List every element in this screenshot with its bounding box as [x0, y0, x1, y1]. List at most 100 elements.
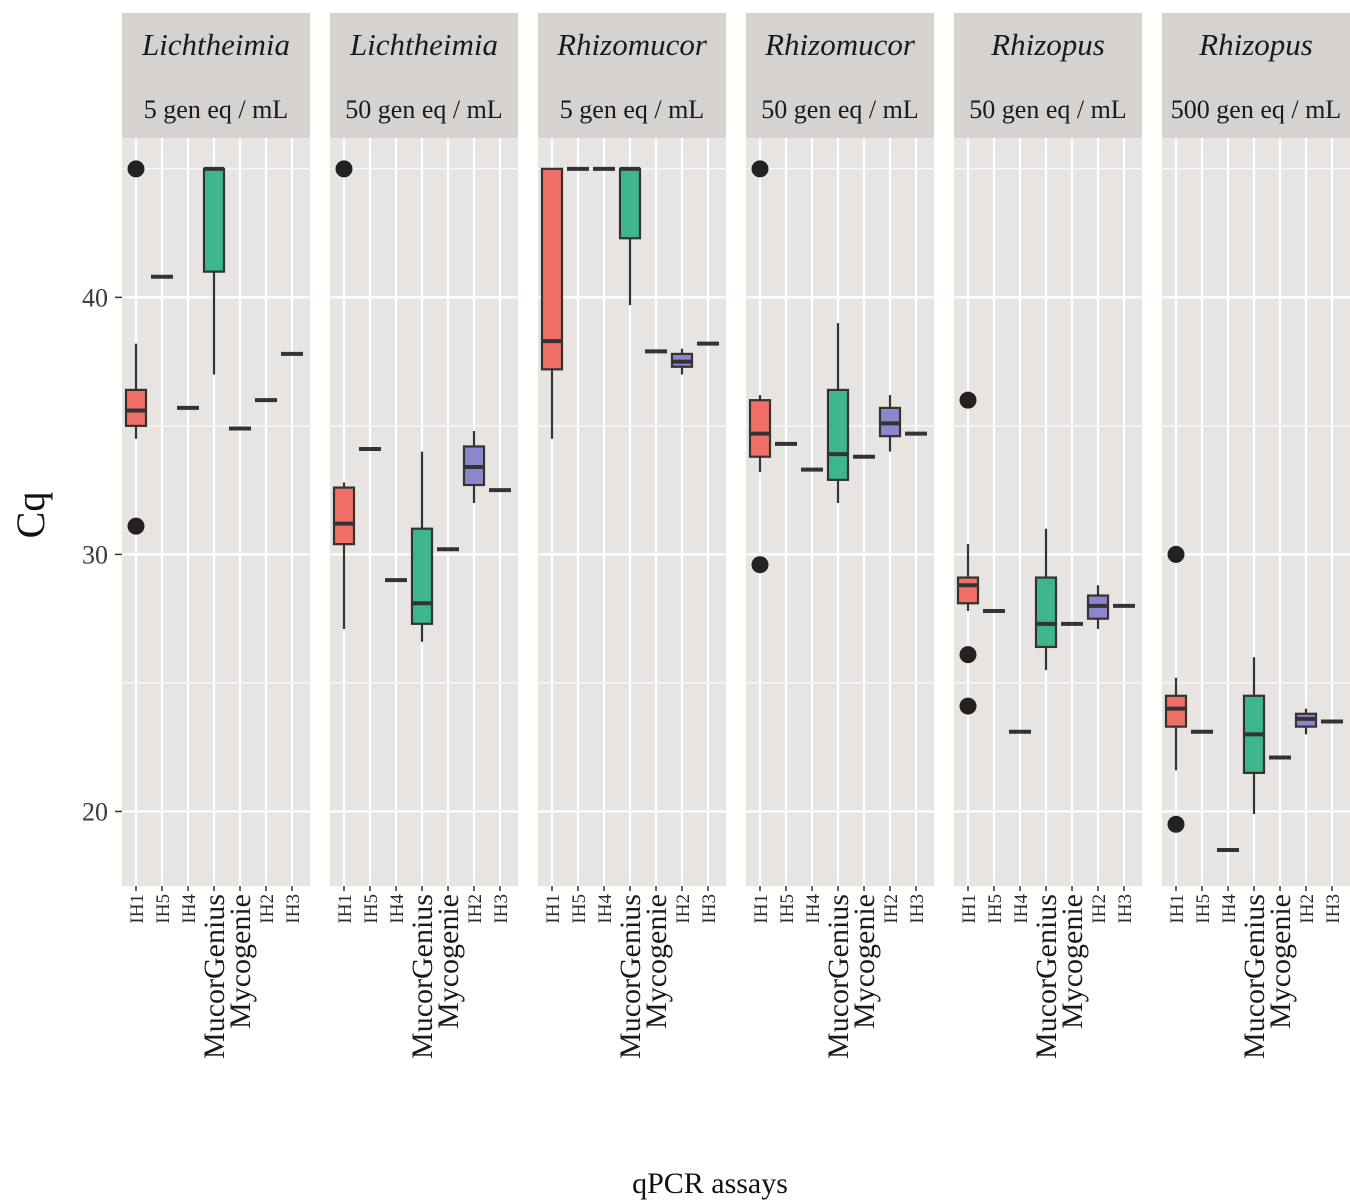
- x-tick-label: IH4: [179, 894, 200, 924]
- facet-panel: Rhizopus 50 gen eq / mL IH1 IH5 IH4MucorGeni…: [954, 13, 1142, 1059]
- x-tick-label: IH3: [907, 894, 928, 924]
- box-body: [1164, 694, 1188, 728]
- box-body: [410, 527, 434, 625]
- facet-panel: Rhizomucor 50 gen eq / mL IH1 IH5 IH4MucorGe…: [746, 13, 934, 1059]
- facet-panel: Lichtheimia 50 gen eq / mL IH1 IH5 IH4MucorG…: [330, 13, 518, 1059]
- x-tick-label: IH1: [751, 894, 772, 924]
- box-mucorgenius: [826, 323, 850, 504]
- x-tick-label: IH2: [673, 894, 694, 924]
- x-tick-label: IH3: [699, 894, 720, 924]
- facet-panel: Lichtheimia 5 gen eq / mL IH1 IH5 IH4MucorGe…: [122, 13, 310, 1059]
- x-tick-label: Mycogenie: [640, 894, 673, 1029]
- box-ih2: [1294, 708, 1318, 735]
- x-tick-label: IH1: [959, 894, 980, 924]
- x-tick-label: IH5: [777, 894, 798, 924]
- facet-strip: [330, 13, 518, 138]
- x-tick-label: IH3: [283, 894, 304, 924]
- y-axis-title: Cq: [8, 492, 53, 539]
- x-tick-label: IH4: [595, 894, 616, 924]
- x-tick-label: IH5: [985, 894, 1006, 924]
- x-tick-label: IH5: [361, 894, 382, 924]
- outlier-point: [959, 646, 977, 664]
- box-ih2: [670, 348, 694, 375]
- facet-strip: [122, 13, 310, 138]
- outlier-point: [959, 391, 977, 409]
- box-mucorgenius: [410, 451, 434, 642]
- x-tick-label: Mycogenie: [224, 894, 257, 1029]
- facet-subtitle: 5 gen eq / mL: [144, 95, 288, 124]
- x-tick-label: IH1: [543, 894, 564, 924]
- y-tick-label: 30: [82, 540, 108, 569]
- x-tick-label: Mycogenie: [1056, 894, 1089, 1029]
- facet-subtitle: 500 gen eq / mL: [1171, 95, 1341, 124]
- x-tick-label: IH3: [491, 894, 512, 924]
- box-ih2: [1086, 585, 1110, 629]
- box-ih1: [332, 160, 356, 629]
- facet-title: Rhizopus: [990, 27, 1105, 62]
- box-body: [332, 486, 356, 546]
- x-tick-label: MucorGenius: [1030, 894, 1063, 1059]
- x-tick-label: IH5: [1193, 894, 1214, 924]
- x-tick-label: IH4: [803, 894, 824, 924]
- box-ih2: [462, 431, 486, 504]
- panel-background: [746, 138, 934, 886]
- facet-panel: Rhizopus 500 gen eq / mL IH1 IH5 IH4MucorGen…: [1162, 13, 1350, 1059]
- x-tick-label: IH5: [153, 894, 174, 924]
- x-tick-label: IH2: [881, 894, 902, 924]
- facet-subtitle: 50 gen eq / mL: [761, 95, 918, 124]
- x-tick-label: MucorGenius: [198, 894, 231, 1059]
- box-ih1: [748, 160, 772, 574]
- x-tick-label: IH2: [1297, 894, 1318, 924]
- box-ih2: [878, 395, 902, 452]
- y-tick-label: 20: [82, 797, 108, 826]
- x-tick-label: IH1: [127, 894, 148, 924]
- outlier-point: [751, 160, 769, 178]
- x-tick-label: Mycogenie: [432, 894, 465, 1029]
- outlier-point: [127, 160, 145, 178]
- box-ih1: [124, 160, 148, 535]
- facet-strip: [954, 13, 1142, 138]
- outlier-point: [1167, 815, 1185, 833]
- box-body: [826, 388, 850, 481]
- panel-background: [330, 138, 518, 886]
- box-ih1: [540, 167, 564, 439]
- x-tick-label: IH3: [1115, 894, 1136, 924]
- x-tick-label: IH4: [1011, 894, 1032, 924]
- box-ih1: [956, 391, 980, 715]
- outlier-point: [1167, 545, 1185, 563]
- x-tick-label: MucorGenius: [406, 894, 439, 1059]
- box-body: [748, 399, 772, 458]
- facet-subtitle: 50 gen eq / mL: [345, 95, 502, 124]
- panel-background: [538, 138, 726, 886]
- x-tick-label: IH2: [465, 894, 486, 924]
- x-tick-label: IH4: [1219, 894, 1240, 924]
- box-body: [618, 167, 642, 240]
- box-mucorgenius: [618, 166, 642, 306]
- box-mucorgenius: [1242, 657, 1266, 815]
- facet-title: Rhizomucor: [556, 27, 708, 62]
- x-tick-label: MucorGenius: [822, 894, 855, 1059]
- facet-strip: [1162, 13, 1350, 138]
- outlier-point: [959, 697, 977, 715]
- facet-title: Rhizopus: [1198, 27, 1313, 62]
- x-tick-label: Mycogenie: [1264, 894, 1297, 1029]
- x-axis-title: qPCR assays: [632, 1167, 788, 1200]
- facet-subtitle: 5 gen eq / mL: [560, 95, 704, 124]
- facet-subtitle: 50 gen eq / mL: [969, 95, 1126, 124]
- box-mucorgenius: [1034, 528, 1058, 671]
- facet-panel: Rhizomucor 5 gen eq / mL IH1 IH5 IH4MucorGen…: [538, 13, 726, 1059]
- box-body: [1034, 576, 1058, 649]
- x-tick-label: IH2: [1089, 894, 1110, 924]
- facet-strip: [746, 13, 934, 138]
- box-body: [124, 388, 148, 427]
- x-tick-label: IH2: [257, 894, 278, 924]
- x-tick-label: MucorGenius: [614, 894, 647, 1059]
- x-tick-label: Mycogenie: [848, 894, 881, 1029]
- box-body: [956, 576, 980, 605]
- box-mucorgenius: [202, 166, 226, 375]
- x-tick-label: IH4: [387, 894, 408, 924]
- box-ih1: [1164, 545, 1188, 833]
- facet-title: Rhizomucor: [764, 27, 916, 62]
